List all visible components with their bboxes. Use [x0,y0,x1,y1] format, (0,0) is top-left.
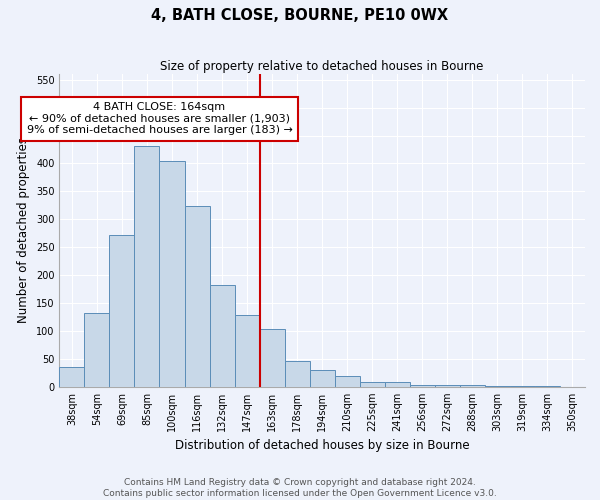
Bar [435,384,460,387]
Bar [134,146,160,387]
Bar [535,386,560,387]
Bar [59,368,85,387]
Bar [460,385,485,387]
Text: 4, BATH CLOSE, BOURNE, PE10 0WX: 4, BATH CLOSE, BOURNE, PE10 0WX [151,8,449,22]
Bar [335,376,360,387]
Title: Size of property relative to detached houses in Bourne: Size of property relative to detached ho… [160,60,484,73]
Bar [85,312,109,387]
Y-axis label: Number of detached properties: Number of detached properties [17,138,31,324]
Bar [209,284,235,387]
Bar [160,160,185,387]
Text: 4 BATH CLOSE: 164sqm
← 90% of detached houses are smaller (1,903)
9% of semi-det: 4 BATH CLOSE: 164sqm ← 90% of detached h… [26,102,292,136]
Bar [109,235,134,387]
Bar [360,382,385,387]
Text: Contains HM Land Registry data © Crown copyright and database right 2024.
Contai: Contains HM Land Registry data © Crown c… [103,478,497,498]
Bar [185,206,209,387]
Bar [410,384,435,387]
Bar [284,361,310,387]
Bar [485,386,510,387]
Bar [385,382,410,387]
Bar [310,370,335,387]
Bar [260,328,284,387]
X-axis label: Distribution of detached houses by size in Bourne: Distribution of detached houses by size … [175,440,469,452]
Bar [510,386,535,387]
Bar [235,316,260,387]
